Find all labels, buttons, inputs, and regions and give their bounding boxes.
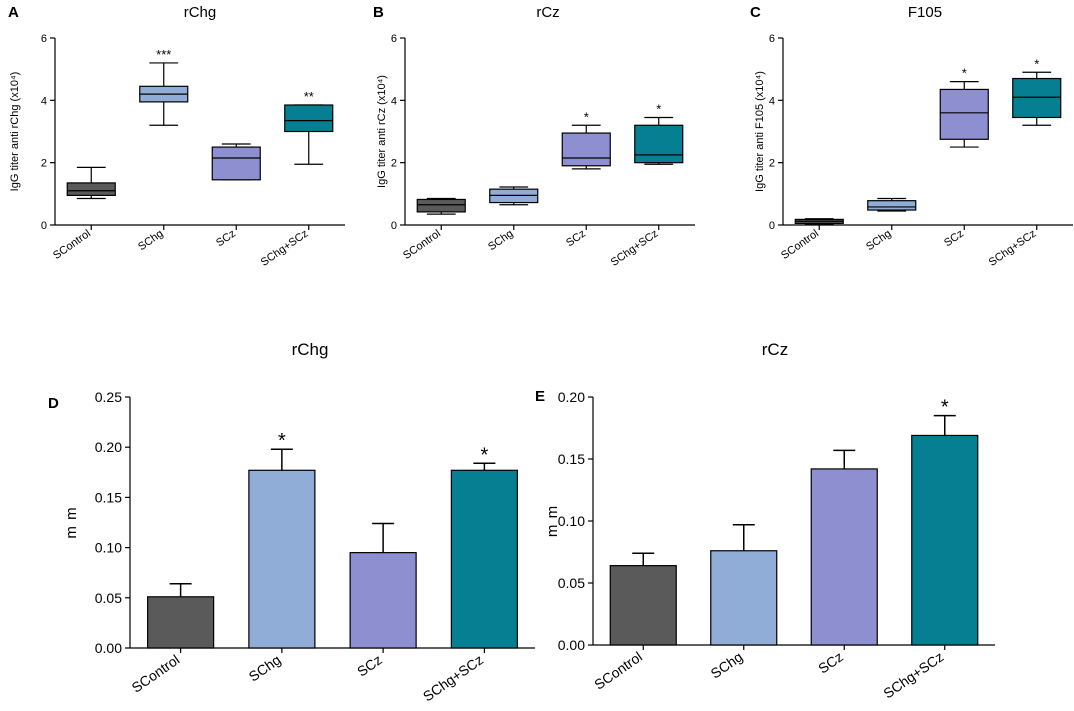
chart-title: rCz [762,340,788,359]
x-tick-label: SChg+SCz [420,651,486,704]
y-tick-label: 6 [391,33,397,45]
box [634,124,684,164]
significance-marker: * [584,109,589,124]
significance-marker: * [656,101,661,116]
y-tick-label: 2 [769,158,775,170]
significance-marker: *** [156,47,171,62]
bar [710,550,778,646]
y-axis-label: IgG titer anti rCz (x10⁴) [376,75,388,188]
x-tick-label: SCz [354,651,385,679]
significance-marker: * [1034,56,1039,71]
x-tick-label: SChg+SCz [987,228,1039,269]
x-tick-label: SCz [564,228,588,250]
x-tick-label: SChg+SCz [259,228,311,269]
x-tick-label: SControl [401,228,443,262]
panel-letter: B [373,4,384,21]
panel-c: C F105 IgG titer anti F105 (x10⁴) 0 2 4 6 SCont… [750,4,1073,269]
panel-letter: C [750,4,761,21]
y-tick-label: 6 [41,33,47,45]
y-axis-label: m m [63,506,80,538]
panel-letter: A [8,4,19,21]
significance-marker: ** [304,89,314,104]
y-tick-label: 2 [41,158,47,170]
y-tick-label: 4 [41,95,47,107]
panel-letter: E [535,388,545,405]
x-tick-label: SCz [214,228,238,250]
significance-marker: * [962,66,967,81]
x-tick-label: SChg [136,228,165,254]
x-tick-label: SCz [942,228,966,250]
y-tick-label: 0.15 [558,451,585,467]
x-tick-label: SControl [129,651,183,695]
chart-title: rChg [292,340,329,359]
significance-marker: * [941,397,949,419]
x-tick-label: SControl [591,648,645,692]
y-tick-label: 0.00 [558,637,585,653]
y-tick-label: 0.10 [95,540,122,556]
x-tick-label: SChg [708,648,746,681]
y-tick-label: 4 [391,95,397,107]
box [211,146,261,181]
y-tick-label: 0 [41,220,47,232]
x-tick-label: SChg [486,228,515,254]
significance-marker: * [278,430,286,452]
bar [248,469,316,649]
bar [147,596,215,649]
box [1012,77,1062,119]
chart-title: F105 [908,4,942,21]
bar [450,469,518,649]
bar [911,434,979,646]
x-tick-label: SChg+SCz [609,228,661,269]
y-tick-label: 0 [769,220,775,232]
box [867,200,917,211]
x-tick-label: SChg [246,651,284,684]
y-tick-label: 0.25 [95,389,122,405]
chart-title: rCz [536,4,559,21]
significance-marker: * [480,444,488,466]
panel-letter: D [48,395,59,412]
y-axis-label: m m [544,505,561,537]
y-tick-label: 0.10 [558,513,585,529]
box [416,198,466,213]
y-tick-label: 0 [391,220,397,232]
x-tick-label: SControl [51,228,93,262]
y-tick-label: 0.05 [95,590,122,606]
chart-title: rChg [184,4,217,21]
x-tick-label: SChg [864,228,893,254]
box [939,88,989,140]
bar [349,552,417,649]
y-tick-label: 0.20 [558,389,585,405]
x-tick-label: SCz [815,648,846,676]
y-tick-label: 0.15 [95,489,122,505]
y-axis-label: IgG titer anti F105 (x10⁴) [754,71,766,192]
y-tick-label: 0.00 [95,640,122,656]
y-tick-label: 4 [769,95,775,107]
y-axis-label: IgG titer anti rChg (x10⁴) [9,72,21,192]
x-tick-label: SChg+SCz [880,648,946,701]
bar [609,565,677,646]
y-tick-label: 0.20 [95,439,122,455]
box [284,104,334,133]
y-tick-label: 0.05 [558,575,585,591]
bar [810,468,878,646]
x-tick-label: SControl [779,228,821,262]
box [66,182,116,196]
y-tick-label: 2 [391,158,397,170]
box [561,132,611,167]
y-tick-label: 6 [769,33,775,45]
